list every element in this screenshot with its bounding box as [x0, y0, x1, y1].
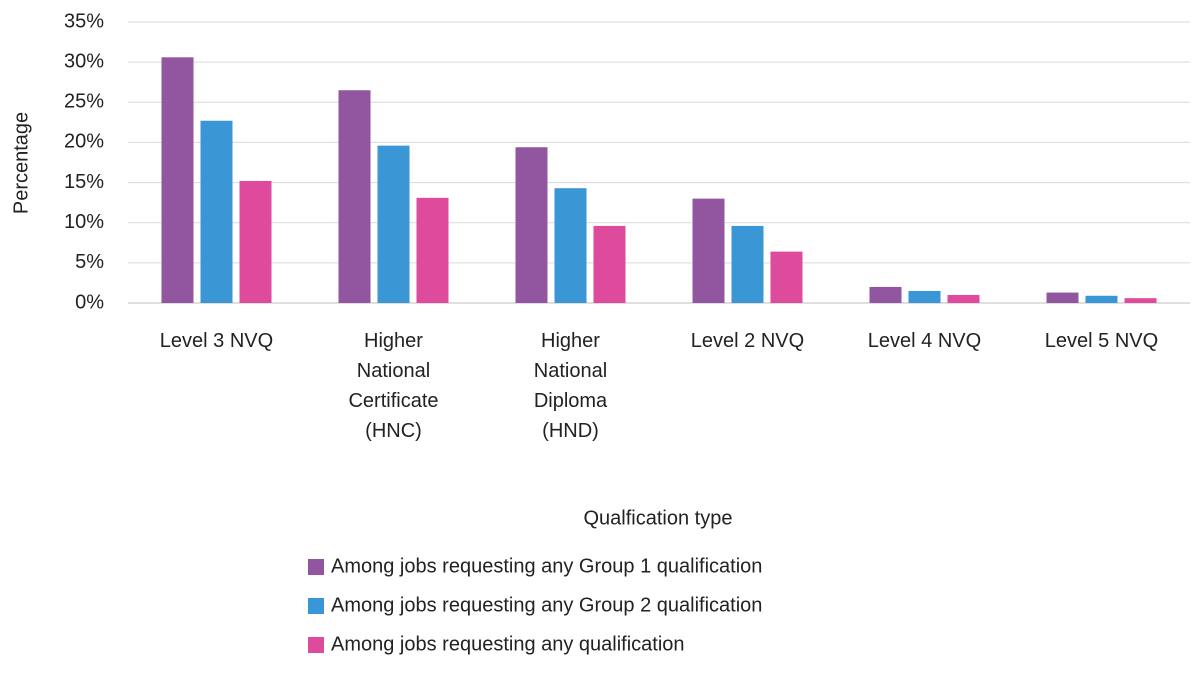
- legend-label: Among jobs requesting any qualification: [331, 633, 685, 655]
- y-tick-label: 0%: [75, 291, 104, 313]
- y-tick-label: 30%: [64, 50, 104, 72]
- y-tick-label: 25%: [64, 91, 104, 113]
- legend-swatch: [308, 559, 324, 575]
- bar: [908, 290, 941, 303]
- bar: [416, 197, 449, 303]
- bar: [1046, 292, 1079, 303]
- y-tick-label: 5%: [75, 251, 104, 273]
- bar: [239, 180, 272, 303]
- legend-swatch: [308, 637, 324, 653]
- bar: [1124, 298, 1157, 303]
- bar: [770, 251, 803, 303]
- bar: [692, 198, 725, 303]
- bar: [947, 294, 980, 303]
- y-axis-title: Percentage: [10, 112, 32, 214]
- bar: [515, 147, 548, 303]
- legend-label: Among jobs requesting any Group 2 qualif…: [331, 594, 762, 616]
- x-tick-label: Higher National Diploma (HND): [533, 330, 608, 442]
- x-tick-label: Level 5 NVQ: [1044, 330, 1159, 352]
- bar: [731, 225, 764, 303]
- bar: [1085, 295, 1118, 303]
- bar: [593, 225, 626, 303]
- legend-swatch: [308, 598, 324, 614]
- bar: [200, 120, 233, 303]
- bar: [554, 188, 587, 303]
- legend-label: Among jobs requesting any Group 1 qualif…: [331, 555, 762, 577]
- y-tick-label: 10%: [64, 211, 104, 233]
- y-tick-label: 15%: [64, 171, 104, 193]
- bar: [377, 145, 410, 303]
- bar: [869, 286, 902, 303]
- x-tick-label: Level 2 NVQ: [690, 330, 805, 352]
- bar: [161, 57, 194, 303]
- x-axis-title: Qualfication type: [584, 507, 733, 529]
- bar: [338, 90, 371, 303]
- x-tick-label: Level 4 NVQ: [867, 330, 982, 352]
- y-tick-label: 20%: [64, 131, 104, 153]
- x-tick-label: Level 3 NVQ: [159, 330, 274, 352]
- x-tick-label: Higher National Certificate (HNC): [348, 330, 439, 442]
- y-tick-label: 35%: [64, 10, 104, 32]
